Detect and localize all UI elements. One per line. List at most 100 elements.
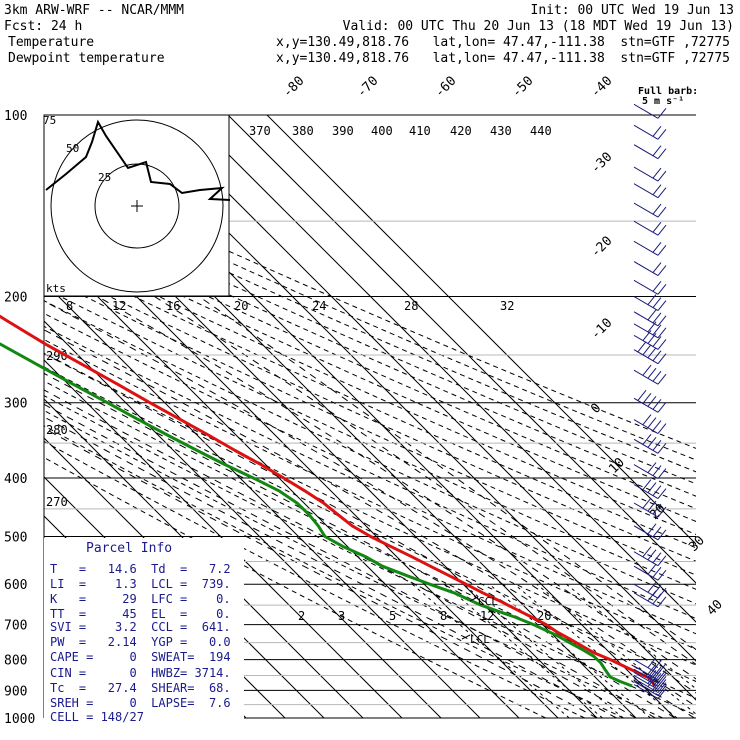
theta-side-label: 280: [46, 423, 68, 437]
wind-barb: [633, 309, 667, 327]
barb-staff: [633, 124, 659, 140]
barb-feather: [657, 685, 667, 696]
wind-barb: [633, 684, 667, 699]
hodo-units-label: kts: [46, 282, 66, 295]
barb-staff: [633, 202, 659, 218]
barb-staff: [633, 279, 659, 295]
barb-feather: [657, 353, 667, 364]
theta-side-label: 270: [46, 495, 68, 509]
barb-feather: [642, 392, 652, 404]
barb-feather: [647, 436, 657, 448]
barb-feather: [652, 221, 662, 233]
lcl-tick: [461, 634, 471, 640]
barb-feather: [657, 672, 667, 684]
mixing-ratio-label: 3: [338, 609, 345, 623]
wind-barb: [633, 523, 667, 541]
barb-feather: [657, 170, 667, 182]
barb-feather: [657, 339, 667, 350]
wind-barb: [633, 294, 667, 311]
barb-feather: [647, 657, 657, 668]
temperature-location: x,y=130.49,818.76 lat,lon= 47.47,-111.38…: [276, 35, 730, 50]
pressure-label-100: 100: [4, 109, 27, 124]
wind-barb: [633, 563, 667, 581]
barb-feather: [647, 563, 657, 575]
barb-feather: [652, 584, 662, 596]
wind-barb: [633, 479, 667, 499]
barb-feather: [652, 281, 662, 292]
barb-feather: [652, 566, 662, 578]
pressure-label-1000: 1000: [4, 712, 35, 727]
isotherm: [44, 398, 364, 718]
isotherm: [44, 242, 520, 718]
barb-feather: [657, 669, 667, 681]
barb-feather: [657, 300, 667, 311]
mixing-ratio-label: 2: [298, 609, 305, 623]
pressure-label-200: 200: [4, 291, 27, 306]
barb-feather: [657, 373, 667, 385]
barb-feather: [657, 682, 667, 693]
parcel-row-k: K = 29 LFC = 0.: [50, 592, 231, 606]
hodograph-ring-outer: [50, 119, 224, 293]
barb-feather: [642, 330, 652, 341]
barb-staff: [633, 659, 659, 674]
barb-feather: [652, 145, 662, 156]
barb-staff: [633, 261, 659, 276]
isotherm: [266, 115, 696, 545]
barb-feather: [637, 341, 647, 352]
hodo-ring-label-75: 75: [43, 114, 56, 127]
barb-staff: [633, 551, 659, 567]
forecast-hour: Fcst: 24 h: [4, 19, 82, 34]
dewpoint-legend: Dewpoint temperature: [8, 51, 165, 66]
barb-staff: [633, 323, 659, 339]
barb-feather: [657, 107, 667, 119]
wind-barb: [633, 497, 667, 518]
barb-feather: [652, 297, 662, 308]
moist-adiabat: [44, 353, 695, 718]
valid-time: Valid: 00 UTC Thu 20 Jun 13 (18 MDT Wed …: [343, 19, 734, 34]
row-label: 12: [112, 299, 126, 313]
barb-feather: [647, 417, 657, 428]
pressure-label-500: 500: [4, 530, 27, 545]
wind-barb: [633, 546, 667, 567]
barb-staff: [633, 419, 659, 435]
header: 3km ARW-WRF -- NCAR/MMM Init: 00 UTC Wed…: [4, 3, 734, 66]
barb-feather: [647, 294, 657, 305]
barb-feather: [647, 333, 657, 344]
barb-feather: [657, 327, 667, 339]
barb-feather: [657, 506, 667, 518]
barb-feather: [652, 465, 662, 476]
barb-staff: [633, 349, 659, 365]
barb-staff: [633, 681, 659, 696]
barb-staff: [633, 220, 659, 236]
temperature-legend: Temperature: [8, 35, 94, 50]
wind-barb: [633, 103, 667, 119]
level-markers: CCL LCL: [461, 595, 498, 646]
isotherm: [44, 320, 442, 718]
wind-barb: [633, 433, 667, 454]
theta-label-410: 410: [409, 124, 431, 138]
barb-feather: [657, 245, 667, 256]
barb-feather: [642, 414, 652, 425]
barb-feather: [657, 555, 667, 567]
barb-staff: [633, 369, 659, 385]
isotherm: [227, 115, 696, 584]
parcel-row-pw: PW = 2.14 YGP = 0.0: [50, 635, 231, 649]
hodograph: 25 50 75 kts: [43, 114, 231, 297]
mixing-ratio-label: 8: [440, 609, 447, 623]
parcel-row-tc: Tc = 27.4 SHEAR= 68.: [50, 681, 231, 695]
row-label: 16: [166, 299, 180, 313]
wind-barb: [633, 364, 667, 385]
isotherm: [149, 115, 696, 662]
wind-barb: [633, 144, 667, 160]
wind-barb: [633, 663, 667, 681]
pressure-label-600: 600: [4, 578, 27, 593]
barb-feather: [647, 500, 657, 512]
barb-feather: [657, 224, 667, 236]
barb-feather: [657, 284, 667, 295]
barb-staff: [633, 684, 659, 699]
barb-feather: [652, 398, 662, 410]
row-label: 28: [404, 299, 418, 313]
init-time: Init: 00 UTC Wed 19 Jun 13: [531, 3, 735, 18]
row-label: 20: [234, 299, 248, 313]
barb-feather: [647, 663, 657, 675]
